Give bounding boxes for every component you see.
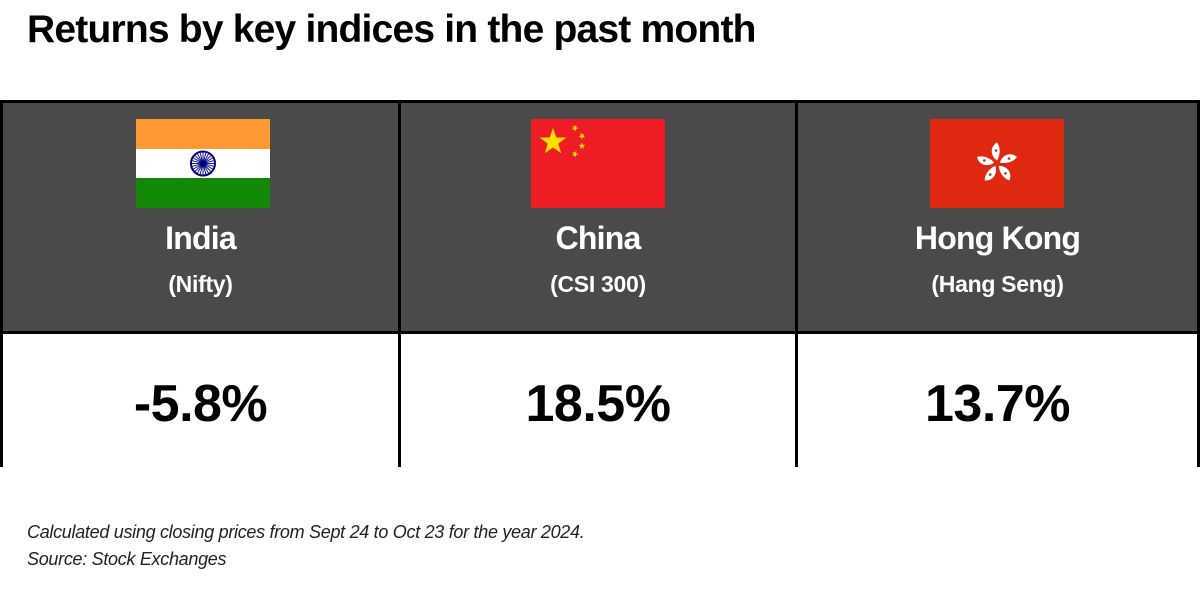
country-label-china: China	[555, 220, 642, 256]
footnote: Calculated using closing prices from Sep…	[27, 519, 585, 573]
hong-kong-flag-icon	[930, 119, 1064, 208]
header-cell-china: China (CSI 300)	[401, 103, 798, 334]
header-cell-hong-kong: Hong Kong (Hang Seng)	[798, 103, 1200, 334]
returns-table: India (Nifty) China (CSI 300)	[0, 100, 1200, 467]
value-cell-india: -5.8%	[0, 334, 401, 467]
footnote-source: Source: Stock Exchanges	[27, 549, 227, 569]
china-flag-icon	[531, 119, 665, 208]
index-label-hang-seng: (Hang Seng)	[931, 271, 1064, 297]
header-cell-india: India (Nifty)	[0, 103, 401, 334]
india-flag-icon	[136, 119, 270, 208]
value-hong-kong: 13.7%	[925, 374, 1070, 433]
value-china: 18.5%	[525, 374, 671, 433]
value-cell-hong-kong: 13.7%	[798, 334, 1200, 467]
footnote-calculation-note: Calculated using closing prices from Sep…	[27, 522, 585, 542]
chart-title: Returns by key indices in the past month	[27, 8, 756, 51]
country-label-hong-kong: Hong Kong	[914, 220, 1081, 256]
index-label-nifty: (Nifty)	[168, 271, 233, 297]
country-label-india: India	[165, 220, 236, 256]
value-cell-china: 18.5%	[401, 334, 798, 467]
index-label-csi-300: (CSI 300)	[550, 271, 646, 297]
value-india: -5.8%	[133, 374, 268, 433]
